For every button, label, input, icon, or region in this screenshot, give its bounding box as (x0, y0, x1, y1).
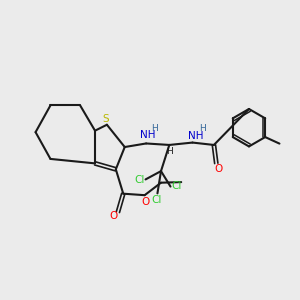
Text: S: S (102, 114, 109, 124)
Text: O: O (141, 197, 149, 207)
Text: O: O (214, 164, 223, 174)
Text: O: O (110, 211, 118, 221)
Text: NH: NH (188, 131, 203, 141)
Text: H: H (199, 124, 206, 134)
Text: NH: NH (140, 130, 155, 140)
Text: Cl: Cl (171, 181, 182, 191)
Text: Cl: Cl (134, 175, 145, 185)
Text: H: H (167, 147, 173, 156)
Text: H: H (151, 124, 158, 133)
Text: Cl: Cl (151, 195, 161, 205)
